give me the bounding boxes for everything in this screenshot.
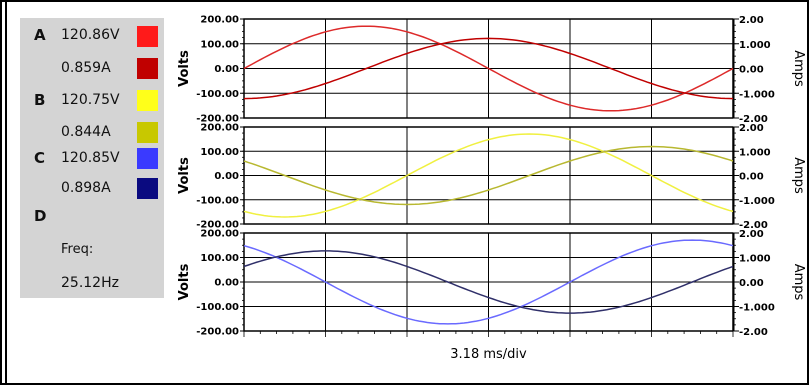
panel-a-left-tick-label: -100.00 [196, 89, 239, 100]
channel-b-current: 0.844A [61, 124, 111, 140]
channel-legend-panel: A 120.86V 0.859A B 120.75V 0.844A C 120.… [20, 18, 164, 298]
panel-b-right-tick-label: 1.000 [739, 147, 771, 158]
panel-a-ylabel-right: Amps [791, 50, 806, 87]
panel-c-ylabel-left: Volts [177, 263, 192, 300]
panel-c-right-tick-label: 2.00 [739, 229, 764, 240]
panel-b-series-current-line [243, 145, 734, 206]
panel-c-right-tick-label: -1.000 [739, 303, 775, 314]
channel-a-letter: A [34, 26, 46, 44]
panel-b-right-tick-label: -2.00 [739, 220, 768, 231]
channel-b-voltage-swatch[interactable] [137, 90, 158, 111]
channel-c-current: 0.898A [61, 180, 111, 196]
panel-a-right-tick-label: 2.00 [739, 15, 764, 26]
panel-c-series-current-line [243, 250, 734, 314]
frequency-label: Freq: [61, 242, 94, 257]
channel-c-voltage: 120.85V [61, 150, 120, 166]
panel-b-ylabel-right: Amps [791, 157, 806, 194]
panel-a-ylabel-left: Volts [177, 50, 192, 87]
channel-b-letter: B [34, 91, 46, 109]
panel-c-left-tick-label: 200.00 [200, 229, 239, 240]
panel-c-ylabel-right: Amps [791, 264, 806, 301]
panel-b-left-tick-label: 200.00 [200, 123, 239, 134]
panel-c-left-tick-label: 0.00 [214, 278, 239, 289]
panel-a-right-tick-label: -1.000 [739, 89, 775, 100]
panel-a-left-tick-label: 100.00 [200, 39, 239, 50]
channel-c-voltage-swatch[interactable] [137, 148, 158, 169]
panel-a-left-tick-label: 200.00 [200, 15, 239, 26]
channel-a-current: 0.859A [61, 60, 111, 76]
panel-c-series-voltage-line [243, 239, 734, 325]
panel-b-left-tick-label: -200.00 [196, 220, 239, 231]
panel-c-left-tick-label: -200.00 [196, 327, 239, 338]
channel-a-current-swatch[interactable] [137, 58, 158, 79]
panel-c-right-tick-label: -2.00 [739, 327, 768, 338]
channel-c-current-swatch[interactable] [137, 178, 158, 199]
panel-b-left-tick-label: 0.00 [214, 171, 239, 182]
panel-c-left-tick-label: -100.00 [196, 302, 239, 313]
panel-c-right-tick-label: 1.000 [739, 254, 771, 265]
panel-a-series-current-line [243, 37, 734, 100]
frequency-value: 25.12Hz [61, 275, 119, 291]
channel-a-voltage-swatch[interactable] [137, 26, 158, 47]
panel-b-series-voltage-line [243, 133, 734, 218]
panel-a-series-voltage-line [243, 25, 734, 112]
channel-b-voltage: 120.75V [61, 92, 120, 108]
panel-a-right-tick-label: 0.00 [739, 65, 764, 76]
panel-b-right-tick-label: 0.00 [739, 172, 764, 183]
panel-b-right-tick-label: 2.00 [739, 123, 764, 134]
channel-b-current-swatch[interactable] [137, 122, 158, 143]
panel-a-left-tick-label: -200.00 [196, 114, 239, 125]
panel-a-right-tick-label: 1.000 [739, 40, 771, 51]
panel-a-left-tick-label: 0.00 [214, 64, 239, 75]
panel-b-ylabel-left: Volts [177, 157, 192, 194]
panel-b-right-tick-label: -1.000 [739, 196, 775, 207]
channel-a-voltage: 120.86V [61, 27, 120, 43]
time-axis-label: 3.18 ms/div [450, 347, 527, 362]
panel-a-right-tick-label: -2.00 [739, 114, 768, 125]
channel-d-letter: D [34, 207, 47, 225]
panel-b-left-tick-label: 100.00 [200, 147, 239, 158]
panel-c-left-tick-label: 100.00 [200, 253, 239, 264]
channel-c-letter: C [34, 149, 46, 167]
panel-c-right-tick-label: 0.00 [739, 278, 764, 289]
panel-b-left-tick-label: -100.00 [196, 195, 239, 206]
